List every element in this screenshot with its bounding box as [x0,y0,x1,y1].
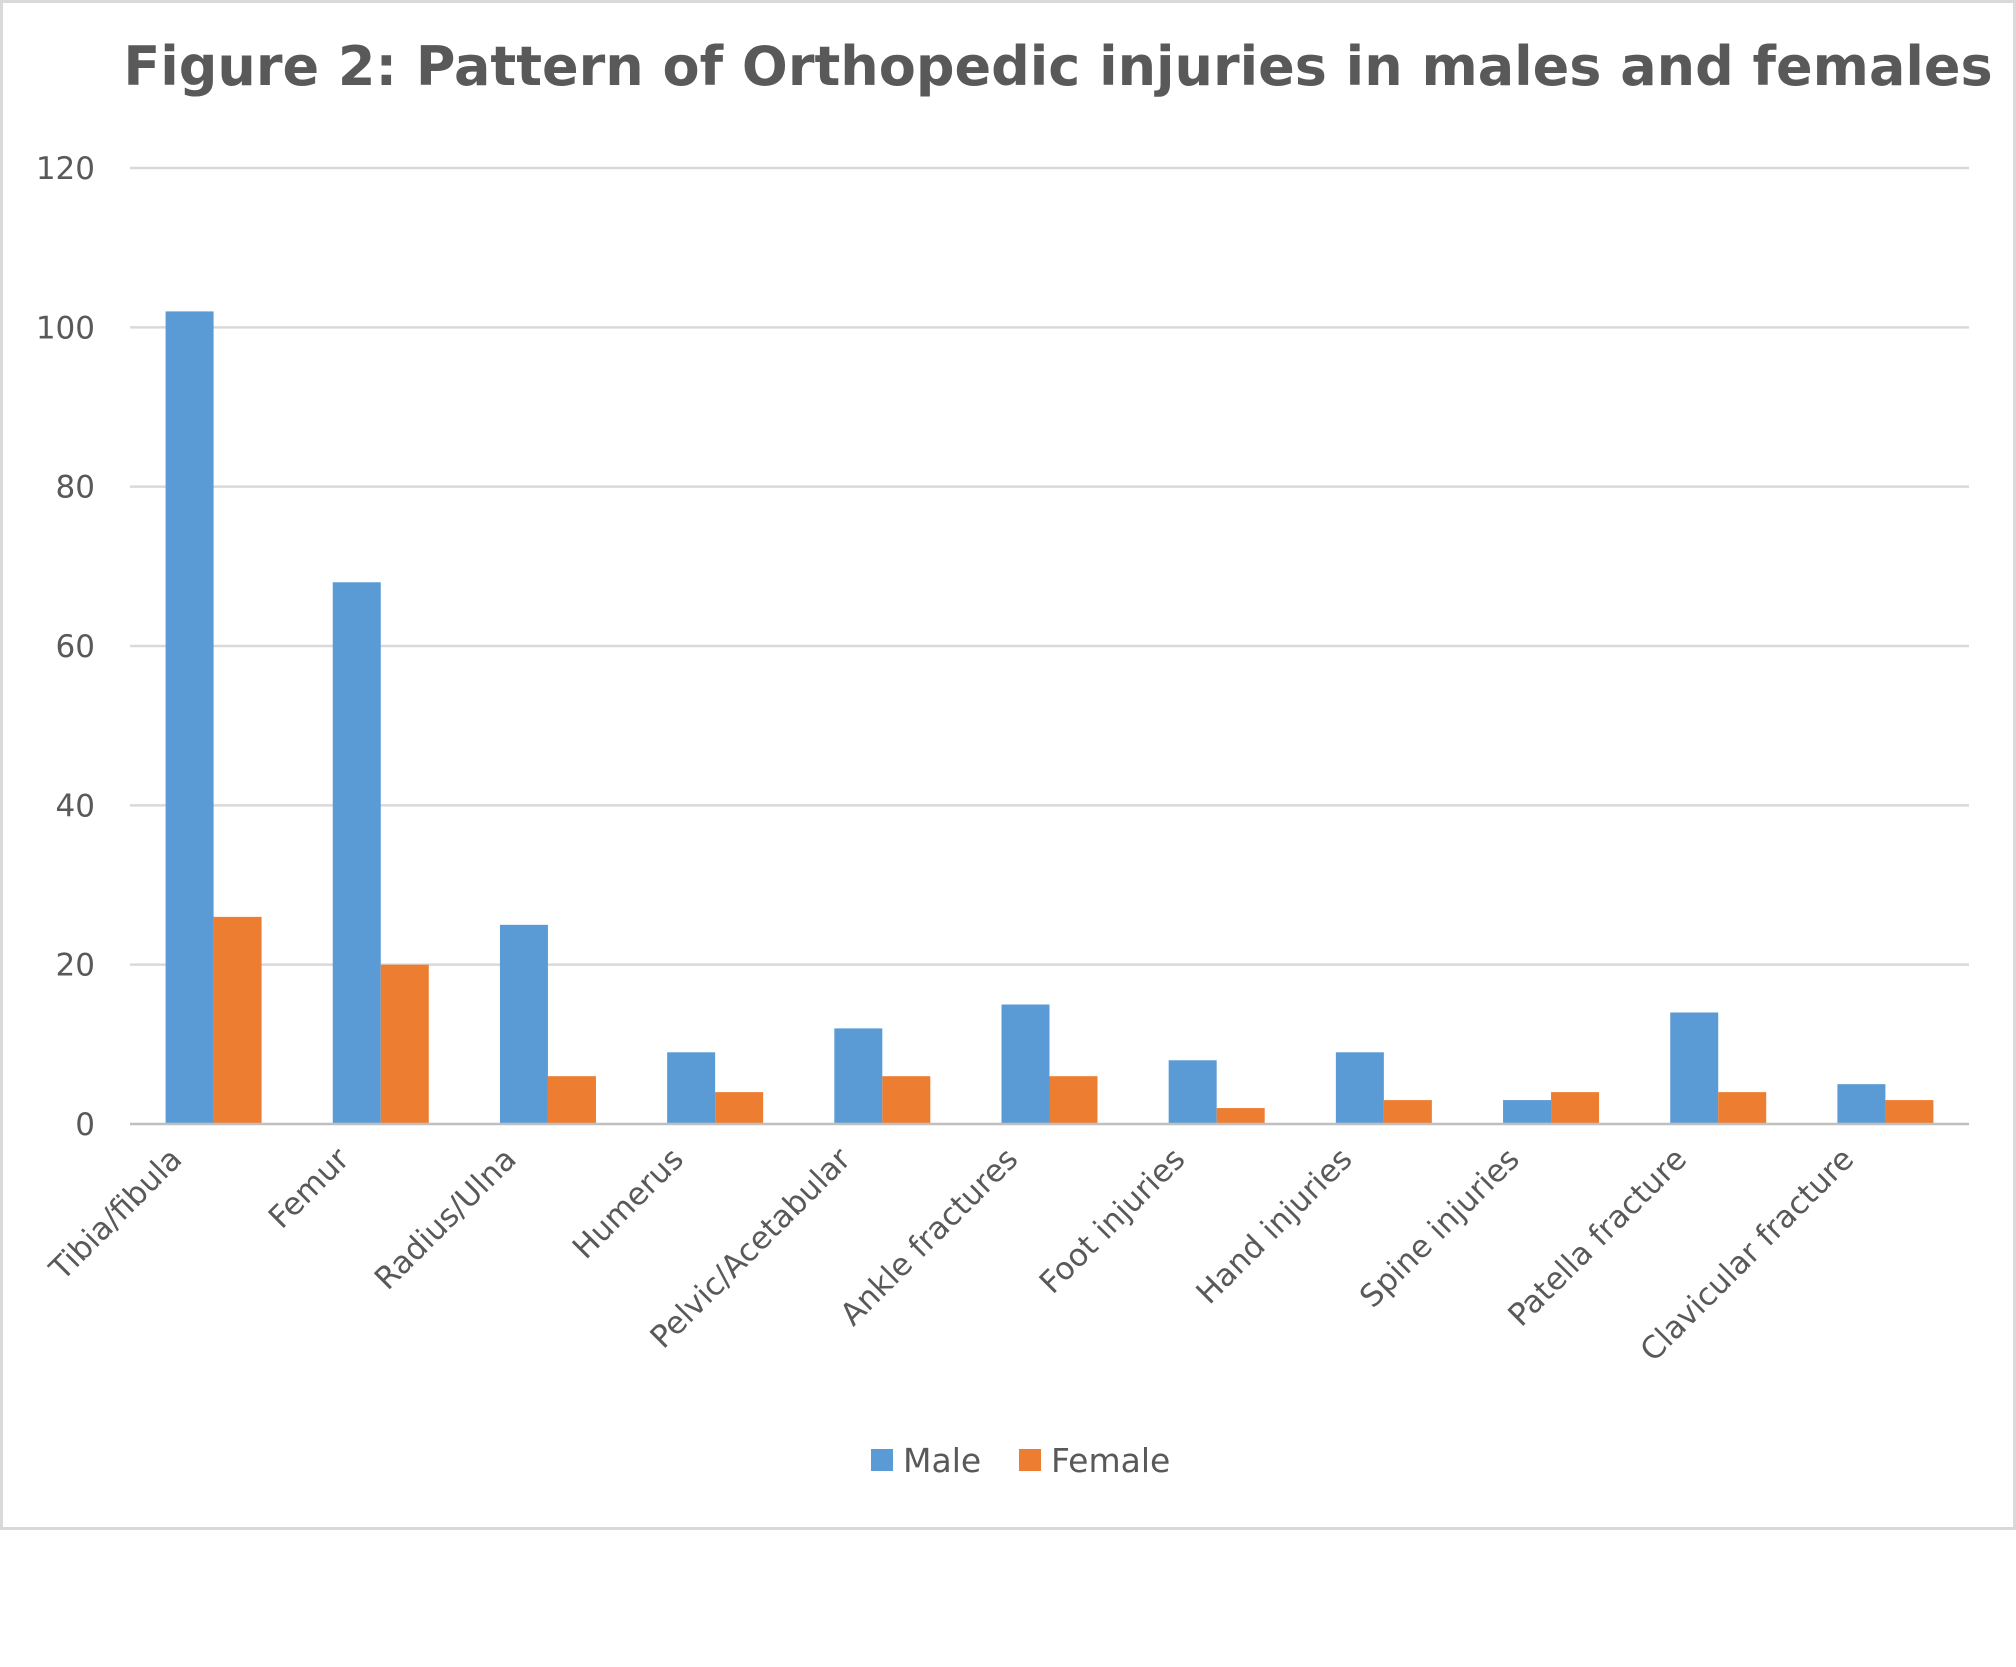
bar-chart: Figure 2: Pattern of Orthopedic injuries… [36,35,1993,1480]
x-tick-label: Femur [262,1141,357,1236]
chart-title: Figure 2: Pattern of Orthopedic injuries… [123,35,1992,98]
x-tick-label: Ankle fractures [833,1141,1025,1333]
bar-male-7 [1335,1052,1384,1124]
bar-male-9 [1670,1012,1719,1124]
y-axis-ticks: 0 20 40 60 80 100 120 [36,151,95,1143]
bar-female-8 [1551,1092,1600,1124]
bar-male-0 [165,311,214,1124]
bar-male-2 [499,924,548,1124]
bar-male-8 [1503,1100,1552,1124]
chart-frame: Figure 2: Pattern of Orthopedic injuries… [0,0,2016,1530]
legend-swatch-male [871,1449,893,1471]
bar-male-4 [834,1028,883,1124]
legend-swatch-female [1019,1449,1041,1471]
bar-female-7 [1383,1100,1432,1124]
y-tick-label: 20 [56,948,95,984]
x-tick-label: Hand injuries [1189,1141,1359,1311]
bars [165,311,1934,1124]
y-tick-label: 0 [75,1107,95,1143]
bar-female-1 [380,964,429,1124]
x-tick-label: Foot injuries [1033,1141,1193,1301]
bar-male-10 [1837,1084,1886,1124]
bar-female-4 [882,1076,931,1124]
bar-female-10 [1885,1100,1934,1124]
bar-male-5 [1001,1004,1050,1124]
x-tick-label: Radius/Ulna [368,1141,524,1297]
legend-label-male: Male [903,1441,981,1480]
y-tick-label: 100 [36,310,95,346]
bar-female-6 [1216,1108,1265,1124]
y-tick-label: 80 [56,470,95,506]
x-tick-label: Spine injuries [1353,1141,1527,1315]
x-tick-label: Patella fracture [1501,1141,1694,1334]
x-axis-labels: Tibia/fibula Femur Radius/Ulna HumerusPelvi… [42,1141,1861,1369]
bar-female-3 [715,1092,764,1124]
bar-male-6 [1168,1060,1217,1124]
bar-male-3 [667,1052,716,1124]
legend-label-female: Female [1051,1441,1170,1480]
y-tick-label: 120 [36,151,95,187]
bar-female-0 [213,916,262,1124]
y-tick-label: 60 [56,629,95,665]
x-tick-label: Humerus [566,1141,691,1266]
legend: Male Female [871,1441,1170,1480]
bar-female-5 [1049,1076,1098,1124]
bar-female-9 [1718,1092,1767,1124]
bar-male-1 [332,582,381,1124]
y-tick-label: 40 [56,788,95,824]
bar-female-2 [547,1076,596,1124]
x-tick-label: Tibia/fibula [42,1141,189,1288]
gridlines [130,166,1969,966]
